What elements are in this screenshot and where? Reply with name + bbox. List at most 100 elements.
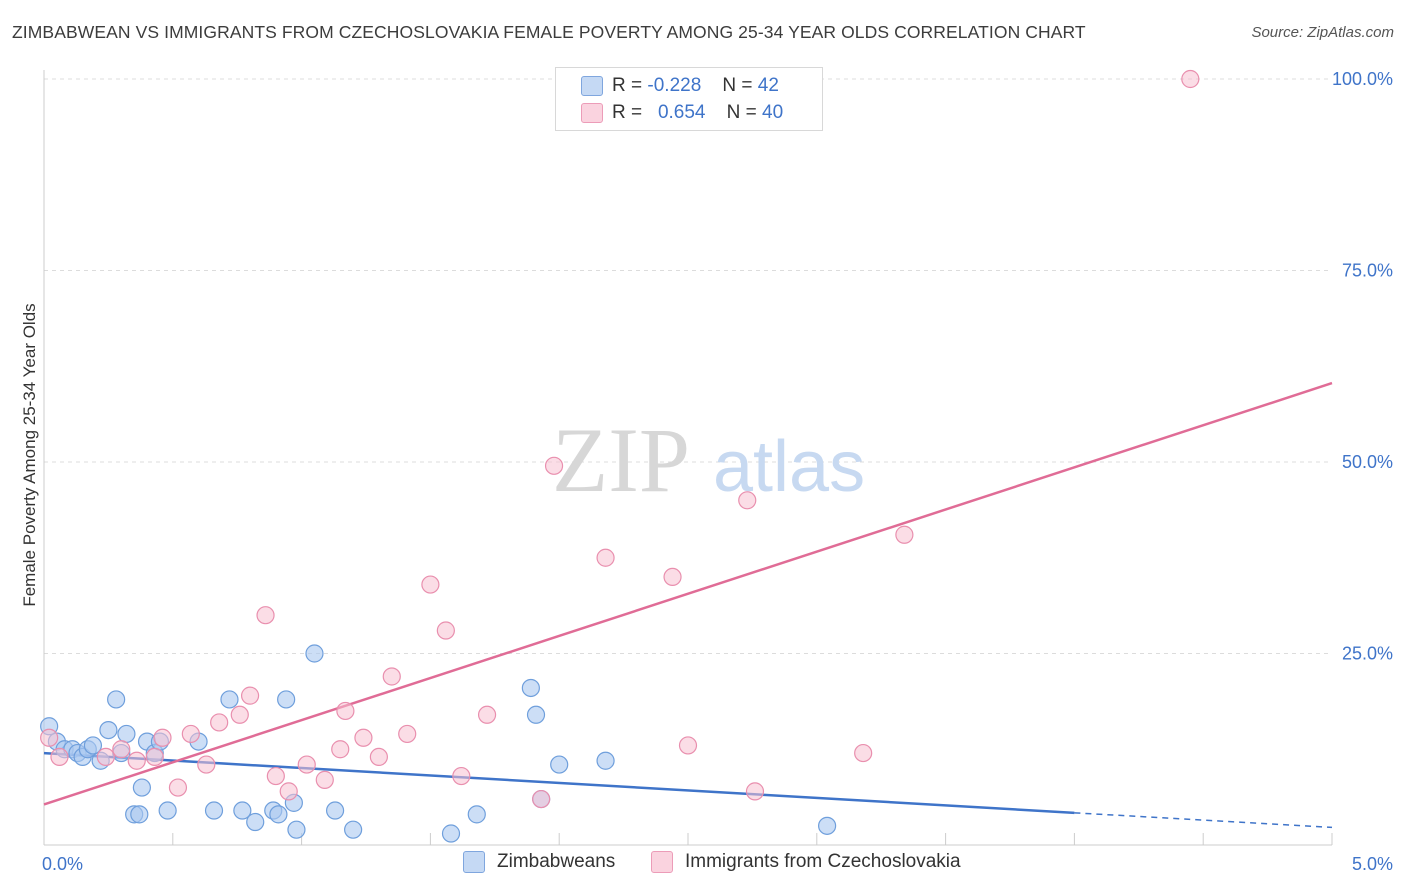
data-point-czechoslovakia bbox=[678, 736, 698, 755]
data-point-czechoslovakia bbox=[452, 766, 471, 786]
data-point-czechoslovakia bbox=[240, 686, 260, 705]
legend-item-zimbabweans: Zimbabweans bbox=[463, 851, 615, 873]
legend-item-czechoslovakia: Immigrants from Czechoslovakia bbox=[651, 851, 961, 873]
legend-label-czechoslovakia: Immigrants from Czechoslovakia bbox=[685, 851, 961, 872]
legend-swatch-blue bbox=[581, 76, 603, 96]
data-point-zimbabweans bbox=[596, 751, 615, 770]
data-point-czechoslovakia bbox=[181, 724, 200, 744]
y-tick-label: 50.0% bbox=[1342, 452, 1393, 472]
data-point-czechoslovakia bbox=[854, 743, 873, 763]
data-point-zimbabweans bbox=[521, 678, 540, 698]
y-axis-label: Female Poverty Among 25-34 Year Olds bbox=[20, 303, 39, 607]
r-label: R = bbox=[612, 102, 643, 123]
n-label: N = bbox=[722, 75, 753, 96]
data-point-zimbabweans bbox=[220, 690, 239, 709]
data-point-czechoslovakia bbox=[96, 747, 115, 767]
data-point-czechoslovakia bbox=[382, 667, 401, 686]
legend-swatch-pink bbox=[581, 103, 603, 123]
data-point-czechoslovakia bbox=[279, 782, 298, 801]
data-point-czechoslovakia bbox=[436, 621, 455, 640]
legend-label-zimbabweans: Zimbabweans bbox=[497, 851, 616, 872]
n-label: N = bbox=[726, 102, 757, 123]
data-point-zimbabweans bbox=[99, 720, 118, 740]
y-tick-label: 100.0% bbox=[1332, 69, 1393, 89]
data-point-czechoslovakia bbox=[145, 747, 164, 767]
data-point-czechoslovakia bbox=[266, 766, 285, 786]
data-point-czechoslovakia bbox=[50, 747, 69, 767]
trendline-zimbabweans bbox=[43, 751, 1075, 815]
data-point-czechoslovakia bbox=[745, 782, 765, 801]
x-tick-label: 0.0% bbox=[42, 854, 83, 874]
data-point-czechoslovakia bbox=[256, 606, 275, 625]
data-point-zimbabweans bbox=[550, 755, 569, 774]
data-point-czechoslovakia bbox=[197, 755, 216, 774]
data-point-czechoslovakia bbox=[895, 525, 914, 544]
legend-swatch-blue bbox=[463, 851, 485, 873]
watermark: ZIP atlas bbox=[552, 409, 865, 511]
data-point-czechoslovakia bbox=[230, 705, 249, 724]
chart-title: ZIMBABWEAN VS IMMIGRANTS FROM CZECHOSLOV… bbox=[12, 22, 1086, 42]
data-point-czechoslovakia bbox=[168, 778, 188, 797]
data-point-zimbabweans bbox=[305, 644, 324, 663]
trendline-zimbabweans-extension bbox=[1074, 812, 1333, 829]
data-point-czechoslovakia bbox=[477, 705, 497, 724]
data-point-zimbabweans bbox=[269, 805, 288, 824]
data-point-czechoslovakia bbox=[738, 491, 757, 510]
data-point-czechoslovakia bbox=[336, 701, 355, 721]
data-point-czechoslovakia bbox=[40, 728, 59, 747]
data-point-zimbabweans bbox=[83, 736, 103, 755]
data-point-czechoslovakia bbox=[112, 740, 131, 759]
trendlines bbox=[43, 381, 1333, 829]
data-point-zimbabweans bbox=[287, 820, 306, 839]
data-point-czechoslovakia bbox=[663, 567, 682, 587]
data-point-czechoslovakia bbox=[331, 740, 350, 759]
data-point-czechoslovakia bbox=[398, 724, 417, 744]
trendline-czechoslovakia bbox=[43, 381, 1333, 806]
data-point-zimbabweans bbox=[204, 801, 224, 820]
data-point-czechoslovakia bbox=[297, 755, 316, 774]
n-value: 42 bbox=[757, 75, 779, 96]
data-point-zimbabweans bbox=[325, 801, 345, 820]
data-point-zimbabweans bbox=[132, 778, 151, 797]
watermark-zip: ZIP bbox=[552, 409, 690, 511]
data-point-zimbabweans bbox=[441, 824, 461, 843]
y-tick-label: 25.0% bbox=[1342, 644, 1393, 664]
data-point-czechoslovakia bbox=[369, 747, 388, 767]
data-point-czechoslovakia bbox=[153, 728, 172, 747]
data-point-zimbabweans bbox=[233, 801, 252, 820]
data-point-czechoslovakia bbox=[596, 548, 615, 567]
watermark-atlas: atlas bbox=[713, 427, 865, 507]
data-point-czechoslovakia bbox=[1181, 69, 1200, 89]
r-value: -0.228 bbox=[647, 75, 702, 96]
legend-swatch-pink bbox=[651, 851, 673, 873]
data-point-czechoslovakia bbox=[421, 575, 440, 594]
data-point-czechoslovakia bbox=[532, 789, 551, 809]
data-point-zimbabweans bbox=[158, 801, 177, 820]
data-point-czechoslovakia bbox=[315, 770, 334, 789]
data-point-zimbabweans bbox=[130, 805, 149, 824]
r-label: R = bbox=[612, 75, 643, 96]
data-point-czechoslovakia bbox=[210, 713, 229, 732]
data-point-zimbabweans bbox=[107, 690, 126, 709]
y-tick-label: 75.0% bbox=[1342, 261, 1393, 281]
data-point-czechoslovakia bbox=[127, 751, 146, 770]
data-point-zimbabweans bbox=[467, 805, 486, 824]
points-czechoslovakia bbox=[40, 69, 1200, 809]
n-value: 40 bbox=[762, 102, 784, 123]
source-label: Source: ZipAtlas.com bbox=[1251, 24, 1394, 41]
data-point-zimbabweans bbox=[344, 820, 363, 839]
data-point-zimbabweans bbox=[526, 705, 546, 724]
r-value: 0.654 bbox=[657, 102, 706, 123]
data-point-czechoslovakia bbox=[544, 456, 564, 475]
x-tick-label: 5.0% bbox=[1352, 854, 1393, 874]
data-point-zimbabweans bbox=[246, 812, 265, 832]
data-point-zimbabweans bbox=[818, 816, 837, 835]
axes bbox=[43, 70, 1333, 846]
data-point-zimbabweans bbox=[117, 724, 136, 744]
data-point-zimbabweans bbox=[277, 690, 296, 709]
data-point-czechoslovakia bbox=[354, 728, 373, 747]
gridlines bbox=[44, 78, 1332, 654]
tick-labels: 25.0% 50.0% 75.0% 100.0% 0.0% 5.0% bbox=[42, 69, 1393, 874]
stats-legend: R = -0.228 N = 42 R = 0.654 N = 40 bbox=[555, 67, 823, 131]
